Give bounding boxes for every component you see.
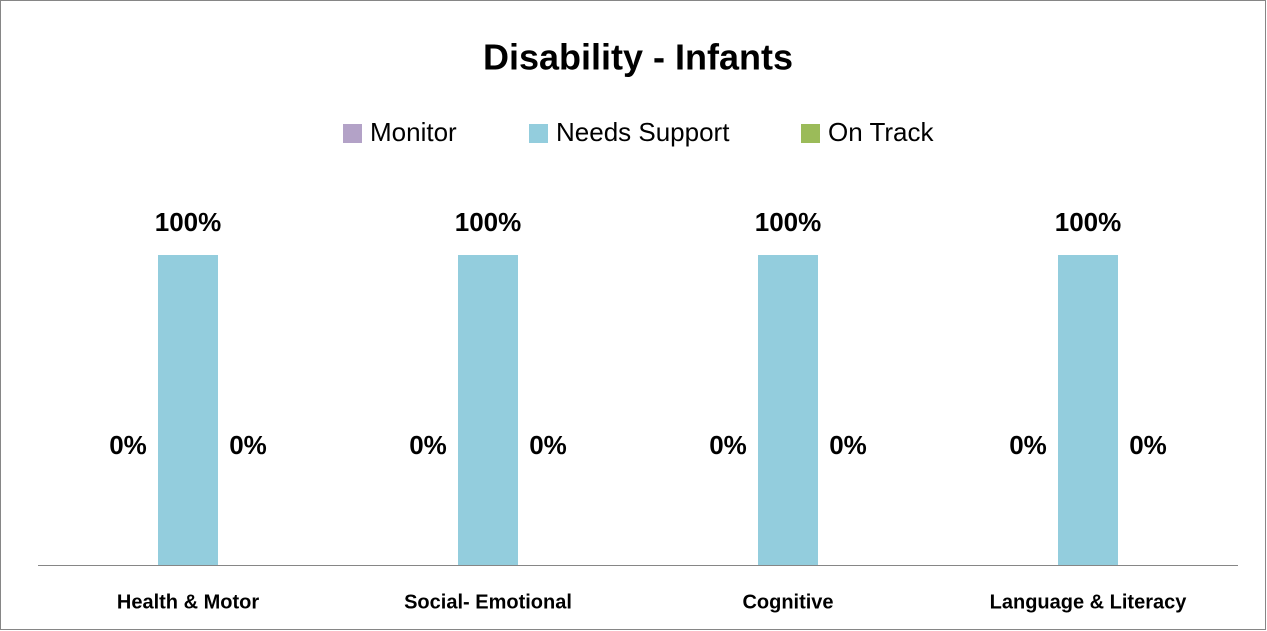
legend-label: Needs Support — [556, 117, 730, 147]
value-label: 0% — [1009, 430, 1047, 460]
bar — [458, 255, 518, 565]
value-label: 0% — [409, 430, 447, 460]
value-label: 100% — [755, 207, 822, 237]
value-label: 0% — [709, 430, 747, 460]
legend-label: Monitor — [370, 117, 457, 147]
bar — [1058, 255, 1118, 565]
legend-swatch — [529, 124, 548, 143]
x-tick-label: Health & Motor — [117, 591, 259, 613]
value-label: 0% — [529, 430, 567, 460]
legend-label: On Track — [828, 117, 934, 147]
value-label: 0% — [109, 430, 147, 460]
value-label: 0% — [829, 430, 867, 460]
value-label: 100% — [155, 207, 222, 237]
bar — [758, 255, 818, 565]
value-label: 0% — [229, 430, 267, 460]
value-label: 100% — [1055, 207, 1122, 237]
x-tick-label: Cognitive — [742, 591, 833, 613]
x-tick-label: Language & Literacy — [990, 591, 1188, 613]
legend-swatch — [343, 124, 362, 143]
legend-swatch — [801, 124, 820, 143]
bar — [158, 255, 218, 565]
value-label: 100% — [455, 207, 522, 237]
chart-title: Disability - Infants — [483, 37, 793, 78]
x-tick-label: Social- Emotional — [404, 591, 572, 613]
value-label: 0% — [1129, 430, 1167, 460]
